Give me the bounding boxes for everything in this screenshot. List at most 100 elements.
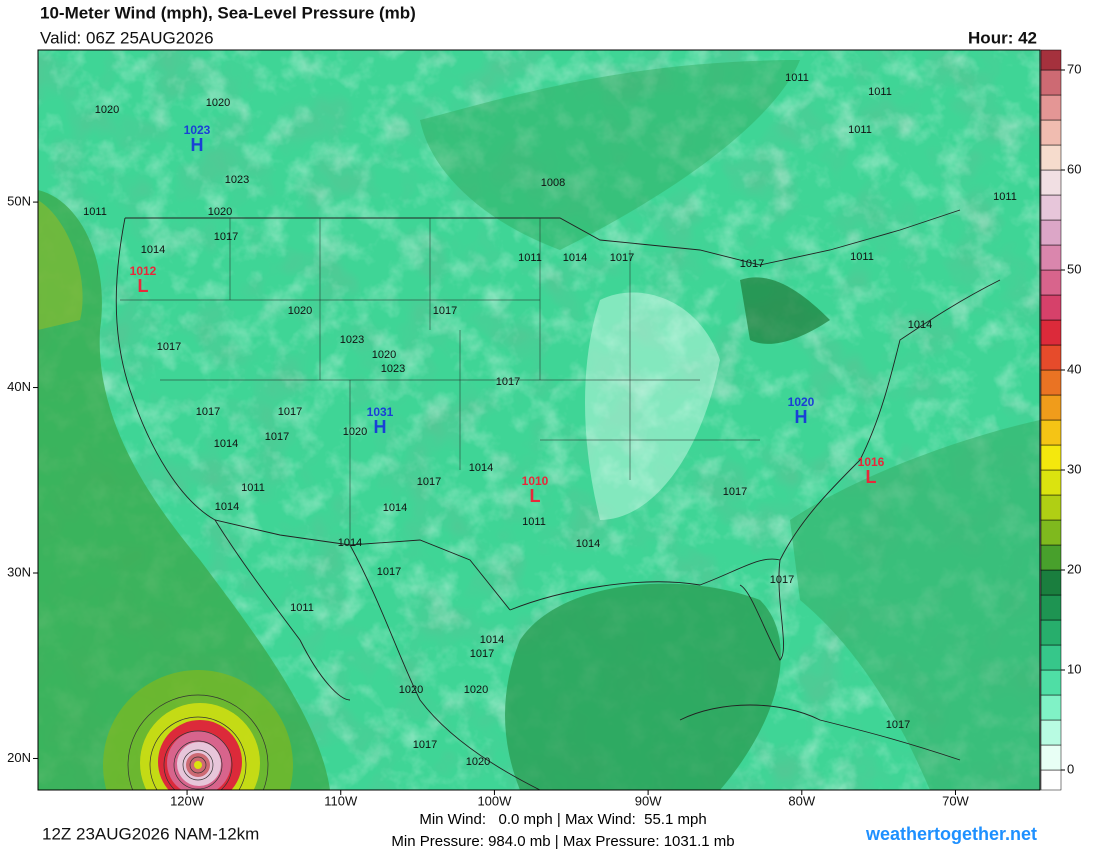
isobar-label: 1011 — [993, 191, 1017, 203]
site-link[interactable]: weathertogether.net — [865, 824, 1037, 844]
colorbar-swatch — [1040, 219, 1062, 246]
isobar-label: 1017 — [610, 252, 634, 264]
model-run: 12Z 23AUG2026 NAM-12km — [42, 824, 259, 843]
lat-tick-label: 20N — [7, 750, 31, 765]
colorbar-tick-label: 30 — [1067, 461, 1081, 476]
colorbar-swatch — [1040, 494, 1062, 521]
isobar-label: 1014 — [141, 244, 165, 256]
isobar-label: 1008 — [541, 177, 565, 189]
isobar-label: 1017 — [157, 341, 181, 353]
isobar-label: 1020 — [343, 426, 367, 438]
colorbar-swatch — [1040, 319, 1062, 346]
colorbar-swatch — [1040, 419, 1062, 446]
colorbar-tick-label: 10 — [1067, 661, 1081, 676]
colorbar-swatch — [1040, 644, 1062, 671]
colorbar-swatch — [1040, 669, 1062, 696]
isobar-label: 1020 — [399, 684, 423, 696]
colorbar-swatch — [1040, 144, 1062, 171]
center-pressure: 1016 — [858, 455, 885, 469]
lon-tick-label: 80W — [788, 793, 815, 808]
lon-tick-label: 120W — [170, 793, 205, 808]
center-letter: L — [866, 467, 877, 487]
colorbar-swatch — [1040, 469, 1062, 496]
east-coastline — [779, 279, 1001, 561]
gulf-coastline — [509, 558, 784, 661]
isobar-label: 1020 — [372, 349, 396, 361]
gulf-wind-field — [505, 583, 781, 790]
isobar-label: 1017 — [413, 739, 437, 751]
isobar-label: 1017 — [196, 406, 220, 418]
baja-coastline — [214, 519, 351, 701]
colorbar-swatch — [1040, 49, 1062, 71]
colorbar-swatch — [1040, 194, 1062, 221]
colorbar-swatch — [1040, 619, 1062, 646]
hurricane — [103, 670, 293, 790]
colorbar-swatch — [1040, 769, 1062, 791]
caribbean-islands — [679, 704, 961, 761]
center-pressure: 1010 — [522, 474, 549, 488]
colorbar-swatch — [1040, 119, 1062, 146]
state-lines — [120, 218, 760, 545]
center-pressure: 1031 — [367, 405, 394, 419]
isobar-label: 1011 — [241, 482, 265, 494]
mexico-coastline — [349, 544, 541, 790]
forecast-hour: Hour: 42 — [968, 28, 1037, 47]
isobar-label: 1014 — [469, 462, 493, 474]
pacific-coastal-jet — [38, 200, 83, 330]
map-area: 1020 1020 1023 1020 1011 1017 1014 1020 1023 1020… — [38, 50, 1040, 790]
great-lakes-wind — [740, 277, 830, 344]
pressure-stats: Min Pressure: 984.0 mb | Max Pressure: 1… — [391, 833, 734, 850]
center-letter: L — [530, 486, 541, 506]
lon-tick-label: 110W — [324, 793, 358, 808]
isobar-label: 1014 — [563, 252, 587, 264]
colorbar-tick-label: 20 — [1067, 561, 1081, 576]
pacific-wind-field — [38, 190, 330, 790]
isobar-label: 1020 — [206, 97, 230, 109]
center-letter: H — [795, 407, 808, 427]
atlantic-wind-field — [790, 420, 1040, 790]
boundaries — [115, 209, 1001, 790]
isobar-label: 1020 — [466, 756, 490, 768]
center-letter: H — [374, 417, 387, 437]
lat-tick-label: 50N — [7, 194, 31, 209]
isobar-labels: 1020 1020 1023 1020 1011 1017 1014 1020 1023 1020… — [83, 72, 1017, 768]
hurricane-eye — [194, 761, 202, 769]
isobar-label: 1020 — [95, 104, 119, 116]
colorbar-swatch — [1040, 69, 1062, 96]
isobar-label: 1017 — [496, 376, 520, 388]
isobar-label: 1017 — [740, 258, 764, 270]
isobar-label: 1011 — [785, 72, 809, 84]
title: 10-Meter Wind (mph), Sea-Level Pressure … — [40, 3, 416, 22]
colorbar-swatch — [1040, 269, 1062, 296]
coastline — [115, 217, 511, 611]
colorbar-tick-label: 40 — [1067, 361, 1081, 376]
isobar-label: 1014 — [383, 502, 407, 514]
valid-time: Valid: 06Z 25AUG2026 — [40, 28, 214, 47]
colorbar-tick-label: 70 — [1067, 61, 1081, 76]
isobar-label: 1014 — [338, 537, 362, 549]
isobar-label: 1011 — [868, 86, 892, 98]
isobar-label: 1017 — [470, 648, 494, 660]
center-pressure: 1020 — [788, 395, 815, 409]
isobar-label: 1017 — [770, 574, 794, 586]
center-pressure: 1012 — [130, 264, 157, 278]
isobar-label: 1017 — [417, 476, 441, 488]
isobar-label: 1011 — [850, 251, 874, 263]
wind-stats: Min Wind: 0.0 mph | Max Wind: 55.1 mph — [419, 811, 706, 828]
border-line — [125, 209, 961, 266]
isobar-label: 1017 — [433, 305, 457, 317]
colorbar-swatch — [1040, 94, 1062, 121]
isobar-label: 1014 — [908, 319, 932, 331]
colorbar-tick-label: 60 — [1067, 161, 1081, 176]
lon-tick-label: 70W — [942, 793, 969, 808]
isobar-label: 1014 — [480, 634, 504, 646]
isobar-label: 1011 — [83, 206, 107, 218]
colorbar-swatch — [1040, 244, 1062, 271]
lat-tick-label: 30N — [7, 564, 31, 579]
isobar-label: 1017 — [214, 231, 238, 243]
isobar-label: 1017 — [265, 431, 289, 443]
isobar-label: 1017 — [723, 486, 747, 498]
map-axes: 50N 40N 30N 20N 120W 110W 100W 90W 80W 70W — [7, 194, 969, 809]
